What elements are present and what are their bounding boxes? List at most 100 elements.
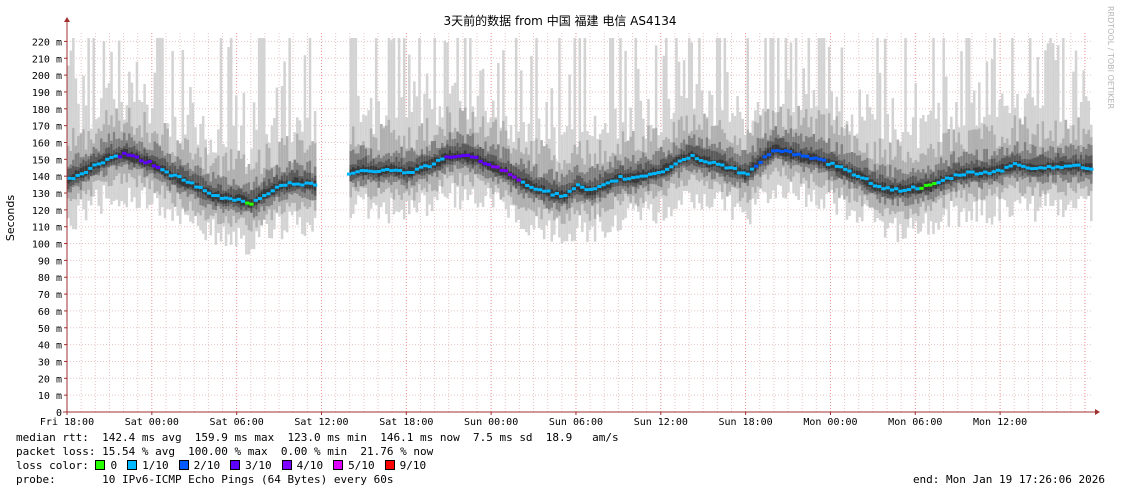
smoke-band [171,50,174,221]
median-point [656,171,661,175]
smoke-band [308,38,312,226]
median-point [283,183,288,187]
smoke-band [960,51,963,213]
median-point [771,149,776,153]
smoke-band [92,38,95,197]
median-point [240,199,246,203]
y-tick-label: 110 m [32,223,62,234]
smoke-band [145,156,149,166]
x-tick-label: Mon 06:00 [888,417,942,428]
smoke-band [260,38,263,226]
median-point [919,186,924,190]
smoke-band [181,167,185,187]
median-point [202,189,207,193]
median-point [983,170,988,174]
smoke-band [840,164,844,175]
median-point [436,158,441,162]
y-tick-label: 150 m [32,155,62,166]
median-point [690,153,695,157]
smoke-band [397,38,401,213]
smoke-band [965,38,968,222]
median-point [889,188,895,192]
median-point [698,159,704,163]
median-point [160,168,165,172]
smoke-band [288,181,291,189]
smoke-band [759,156,762,163]
smoke-band [568,74,571,234]
loss-legend-label: 3/10 [245,459,272,472]
median-point [185,180,190,184]
smoke-band [614,175,617,183]
median-point [792,153,797,157]
median-point [1029,167,1035,171]
smoke-band [690,42,694,203]
smoke-band [794,38,798,197]
smoke-band [156,38,159,199]
median-point [936,181,941,185]
median-point [796,152,801,156]
loss-legend-label: 1/10 [142,459,169,472]
smoke-band [769,38,772,199]
smoke-band [227,47,230,235]
smoke-band [840,47,844,196]
smoke-band [1036,123,1040,184]
median-point [410,170,415,174]
median-point [414,167,420,171]
median-point [592,187,598,191]
median-point [486,163,492,167]
smoke-band [443,40,447,197]
median-point [1080,166,1085,170]
smoke-band [364,156,368,176]
x-axis-arrow [1095,409,1100,415]
median-point [563,194,568,198]
smoke-band [413,167,416,175]
median-point [788,150,793,154]
median-point [1008,164,1013,168]
smoke-band [191,180,195,189]
median-point [406,170,411,174]
x-tick-label: Mon 12:00 [973,417,1027,428]
median-point [190,181,195,185]
median-point [821,158,827,162]
smoke-band [514,174,518,184]
median-point [605,181,610,185]
median-point [779,149,784,153]
smoke-band [578,183,582,192]
median-point [296,182,301,186]
median-point [902,188,907,192]
median-point [503,169,509,173]
median-point [826,162,831,166]
smoke-band [69,50,73,226]
median-point [363,169,369,173]
median-point [147,159,152,163]
x-tick-label: Sun 00:00 [464,417,518,428]
median-point [105,157,110,161]
median-point [385,168,390,172]
smoke-band [675,157,678,166]
median-point [732,166,738,170]
median-point [270,189,275,193]
median-point [164,170,169,174]
median-point [300,183,305,187]
smoke-band [662,164,666,176]
smoke-band [558,38,561,238]
median-point [961,173,967,177]
smoke-band [100,138,103,172]
smoke-band [883,38,887,238]
smoke-band [1051,162,1055,170]
median-point [809,157,814,161]
smoke-band [960,168,963,179]
y-tick-label: 170 m [32,122,62,133]
median-point [766,153,772,157]
smoke-band [952,162,956,182]
median-point [991,170,996,174]
smoke-band [777,38,780,185]
median-point [67,176,72,180]
median-point [482,162,487,166]
smoke-band [82,166,85,178]
smoke-band [662,55,666,221]
median-point [800,154,805,158]
median-point [257,197,263,201]
median-point [448,155,453,159]
median-point [440,157,445,161]
